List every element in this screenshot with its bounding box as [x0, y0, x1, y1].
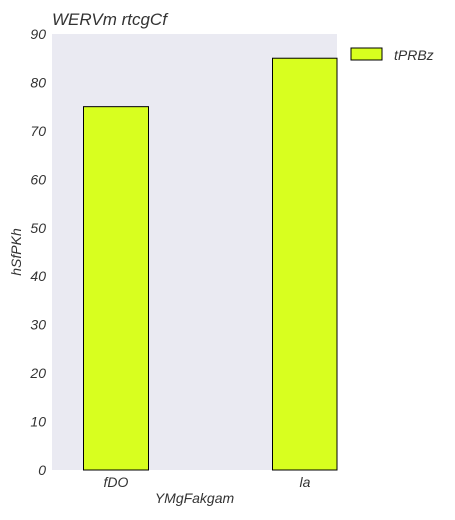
legend: tPRBz: [350, 47, 434, 63]
x-axis-ticks: fDO la: [104, 474, 311, 490]
y-tick-label: 70: [30, 123, 46, 139]
y-tick-label: 30: [30, 317, 46, 333]
y-tick-label: 60: [30, 171, 46, 187]
x-axis-label: YMgFakgam: [155, 490, 235, 506]
y-tick-label: 20: [29, 365, 46, 381]
y-axis-label: hSfPKh: [8, 228, 24, 276]
y-tick-label: 40: [30, 268, 46, 284]
bar-la: [272, 57, 338, 471]
legend-swatch: [350, 47, 383, 61]
y-tick-label: 0: [38, 462, 46, 478]
chart-title: WERVm rtcgCf: [52, 10, 169, 29]
y-tick-label: 80: [30, 74, 46, 90]
y-axis-ticks: 0 10 20 30 40 50 60 70 80 90: [29, 26, 46, 478]
y-tick-label: 50: [30, 220, 46, 236]
x-tick-label: la: [300, 474, 311, 490]
y-tick-label: 90: [30, 26, 46, 42]
bar-fDO: [83, 106, 149, 471]
legend-label: tPRBz: [394, 47, 434, 63]
bars-group: [83, 57, 338, 471]
y-tick-label: 10: [30, 414, 46, 430]
x-tick-label: fDO: [104, 474, 129, 490]
